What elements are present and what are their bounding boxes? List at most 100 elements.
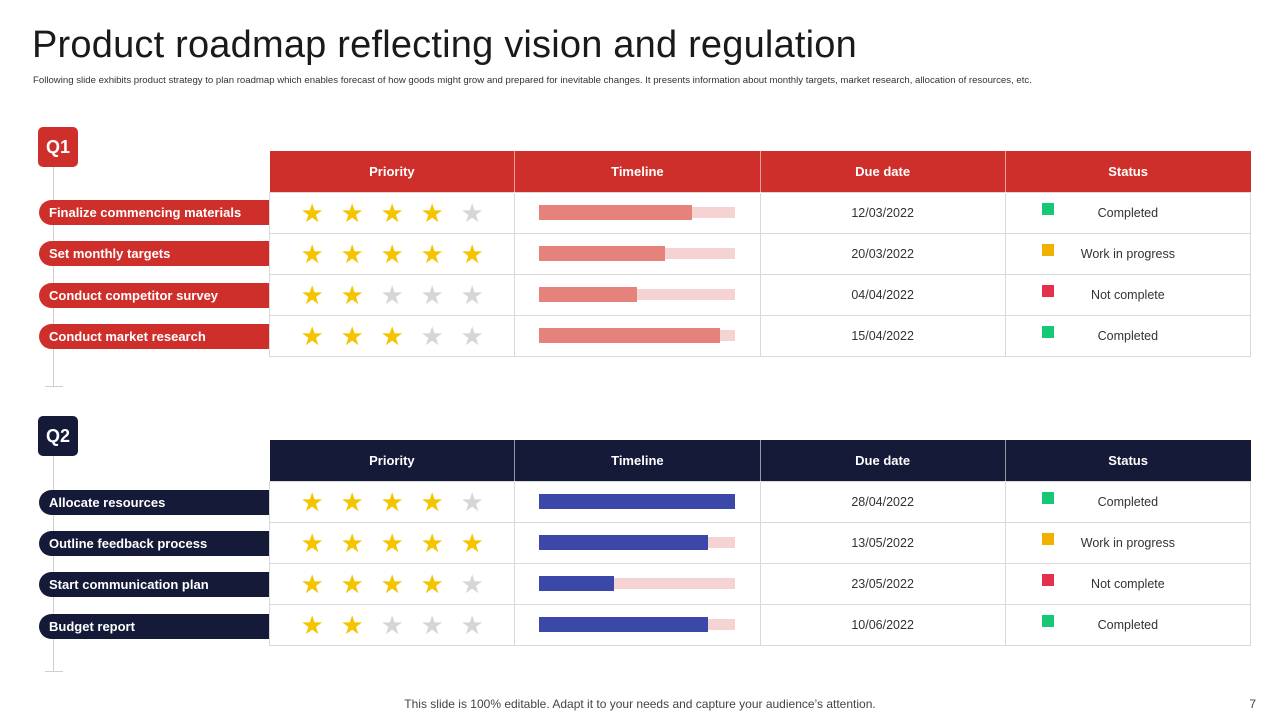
timeline-progress-bar (539, 246, 665, 261)
q1-timeline-cap (45, 386, 63, 387)
star-empty-icon: ★ (460, 197, 484, 228)
due-date-cell: 04/04/2022 (759, 273, 1006, 316)
status-cell: Work in progress (1004, 521, 1252, 564)
page-number: 7 (1249, 697, 1256, 711)
timeline-track (539, 205, 736, 220)
priority-cell: ★ ★ ★ ★ ★ (268, 521, 516, 564)
priority-cell: ★ ★ ★ ★ ★ (268, 232, 516, 275)
timeline-progress-bar (539, 494, 736, 509)
priority-rating: ★ ★ ★ ★ ★ (270, 323, 514, 349)
status-cell: Completed (1004, 191, 1252, 234)
timeline-progress-bar (539, 205, 693, 220)
due-date-cell: 10/06/2022 (759, 603, 1006, 646)
due-date-cell: 15/04/2022 (759, 314, 1006, 357)
timeline-track (539, 576, 736, 591)
star-filled-icon: ★ (340, 486, 364, 517)
timeline-cell (514, 480, 761, 523)
table-row: ★ ★ ★ ★ ★ 28/04/2022 Completed (268, 480, 1252, 523)
due-date-cell: 13/05/2022 (759, 521, 1006, 564)
timeline-track (539, 328, 736, 343)
star-filled-icon: ★ (300, 486, 324, 517)
status-header: Status (1005, 151, 1251, 192)
star-empty-icon: ★ (380, 609, 404, 640)
star-filled-icon: ★ (420, 238, 444, 269)
status-label: Completed (1097, 205, 1159, 220)
status-label: Completed (1097, 617, 1159, 632)
timeline-cell (514, 562, 761, 605)
task-label: Outline feedback process (39, 531, 270, 556)
status-label: Completed (1097, 494, 1159, 509)
priority-rating: ★ ★ ★ ★ ★ (270, 571, 514, 597)
priority-cell: ★ ★ ★ ★ ★ (268, 314, 516, 357)
star-empty-icon: ★ (460, 609, 484, 640)
q1-roadmap-table: Priority Timeline Due date Status ★ ★ ★ ★ ★ 1… (268, 151, 1252, 357)
timeline-header: Timeline (514, 151, 761, 192)
status-cell: Completed (1004, 314, 1252, 357)
status-label: Completed (1097, 328, 1159, 343)
priority-cell: ★ ★ ★ ★ ★ (268, 273, 516, 316)
star-empty-icon: ★ (460, 486, 484, 517)
priority-header: Priority (269, 151, 516, 192)
priority-cell: ★ ★ ★ ★ ★ (268, 191, 516, 234)
star-empty-icon: ★ (460, 279, 484, 310)
task-label: Start communication plan (39, 572, 270, 597)
priority-rating: ★ ★ ★ ★ ★ (270, 200, 514, 226)
status-indicator-icon (1041, 284, 1054, 297)
star-filled-icon: ★ (340, 320, 364, 351)
timeline-progress-bar (539, 287, 638, 302)
task-label: Conduct market research (39, 324, 270, 349)
timeline-track (539, 535, 736, 550)
due-date-header: Due date (760, 440, 1006, 481)
timeline-track (539, 617, 736, 632)
status-indicator-icon (1041, 325, 1054, 338)
status-header: Status (1005, 440, 1251, 481)
task-label: Budget report (39, 614, 270, 639)
priority-rating: ★ ★ ★ ★ ★ (270, 241, 514, 267)
status-label: Work in progress (1080, 246, 1175, 261)
status-indicator-icon (1041, 573, 1054, 586)
star-filled-icon: ★ (380, 486, 404, 517)
star-filled-icon: ★ (300, 609, 324, 640)
status-cell: Not complete (1004, 273, 1252, 316)
timeline-progress-bar (539, 576, 614, 591)
due-date-cell: 28/04/2022 (759, 480, 1006, 523)
timeline-progress-bar (539, 617, 708, 632)
star-filled-icon: ★ (340, 609, 364, 640)
priority-cell: ★ ★ ★ ★ ★ (268, 480, 516, 523)
priority-rating: ★ ★ ★ ★ ★ (270, 612, 514, 638)
star-filled-icon: ★ (300, 527, 324, 558)
due-date-header: Due date (760, 151, 1006, 192)
table-row: ★ ★ ★ ★ ★ 15/04/2022 Completed (268, 314, 1252, 357)
status-indicator-icon (1041, 243, 1054, 256)
star-filled-icon: ★ (300, 320, 324, 351)
q2-table-header: Priority Timeline Due date Status (269, 440, 1251, 481)
star-empty-icon: ★ (420, 320, 444, 351)
star-empty-icon: ★ (460, 568, 484, 599)
star-filled-icon: ★ (300, 238, 324, 269)
star-empty-icon: ★ (420, 279, 444, 310)
table-row: ★ ★ ★ ★ ★ 23/05/2022 Not complete (268, 562, 1252, 605)
status-indicator-icon (1041, 614, 1054, 627)
q2-timeline-line (53, 455, 54, 671)
priority-rating: ★ ★ ★ ★ ★ (270, 489, 514, 515)
page-subtitle: Following slide exhibits product strateg… (33, 75, 1032, 86)
due-date-cell: 23/05/2022 (759, 562, 1006, 605)
star-filled-icon: ★ (340, 527, 364, 558)
star-filled-icon: ★ (420, 527, 444, 558)
star-filled-icon: ★ (420, 197, 444, 228)
due-date-cell: 20/03/2022 (759, 232, 1006, 275)
star-filled-icon: ★ (300, 568, 324, 599)
status-cell: Not complete (1004, 562, 1252, 605)
timeline-progress-bar (539, 328, 720, 343)
task-label: Finalize commencing materials (39, 200, 270, 225)
star-filled-icon: ★ (300, 197, 324, 228)
timeline-cell (514, 273, 761, 316)
timeline-cell (514, 232, 761, 275)
q1-badge: Q1 (38, 127, 78, 167)
status-cell: Completed (1004, 603, 1252, 646)
star-filled-icon: ★ (340, 197, 364, 228)
star-filled-icon: ★ (380, 568, 404, 599)
star-filled-icon: ★ (460, 527, 484, 558)
star-empty-icon: ★ (380, 279, 404, 310)
status-cell: Work in progress (1004, 232, 1252, 275)
